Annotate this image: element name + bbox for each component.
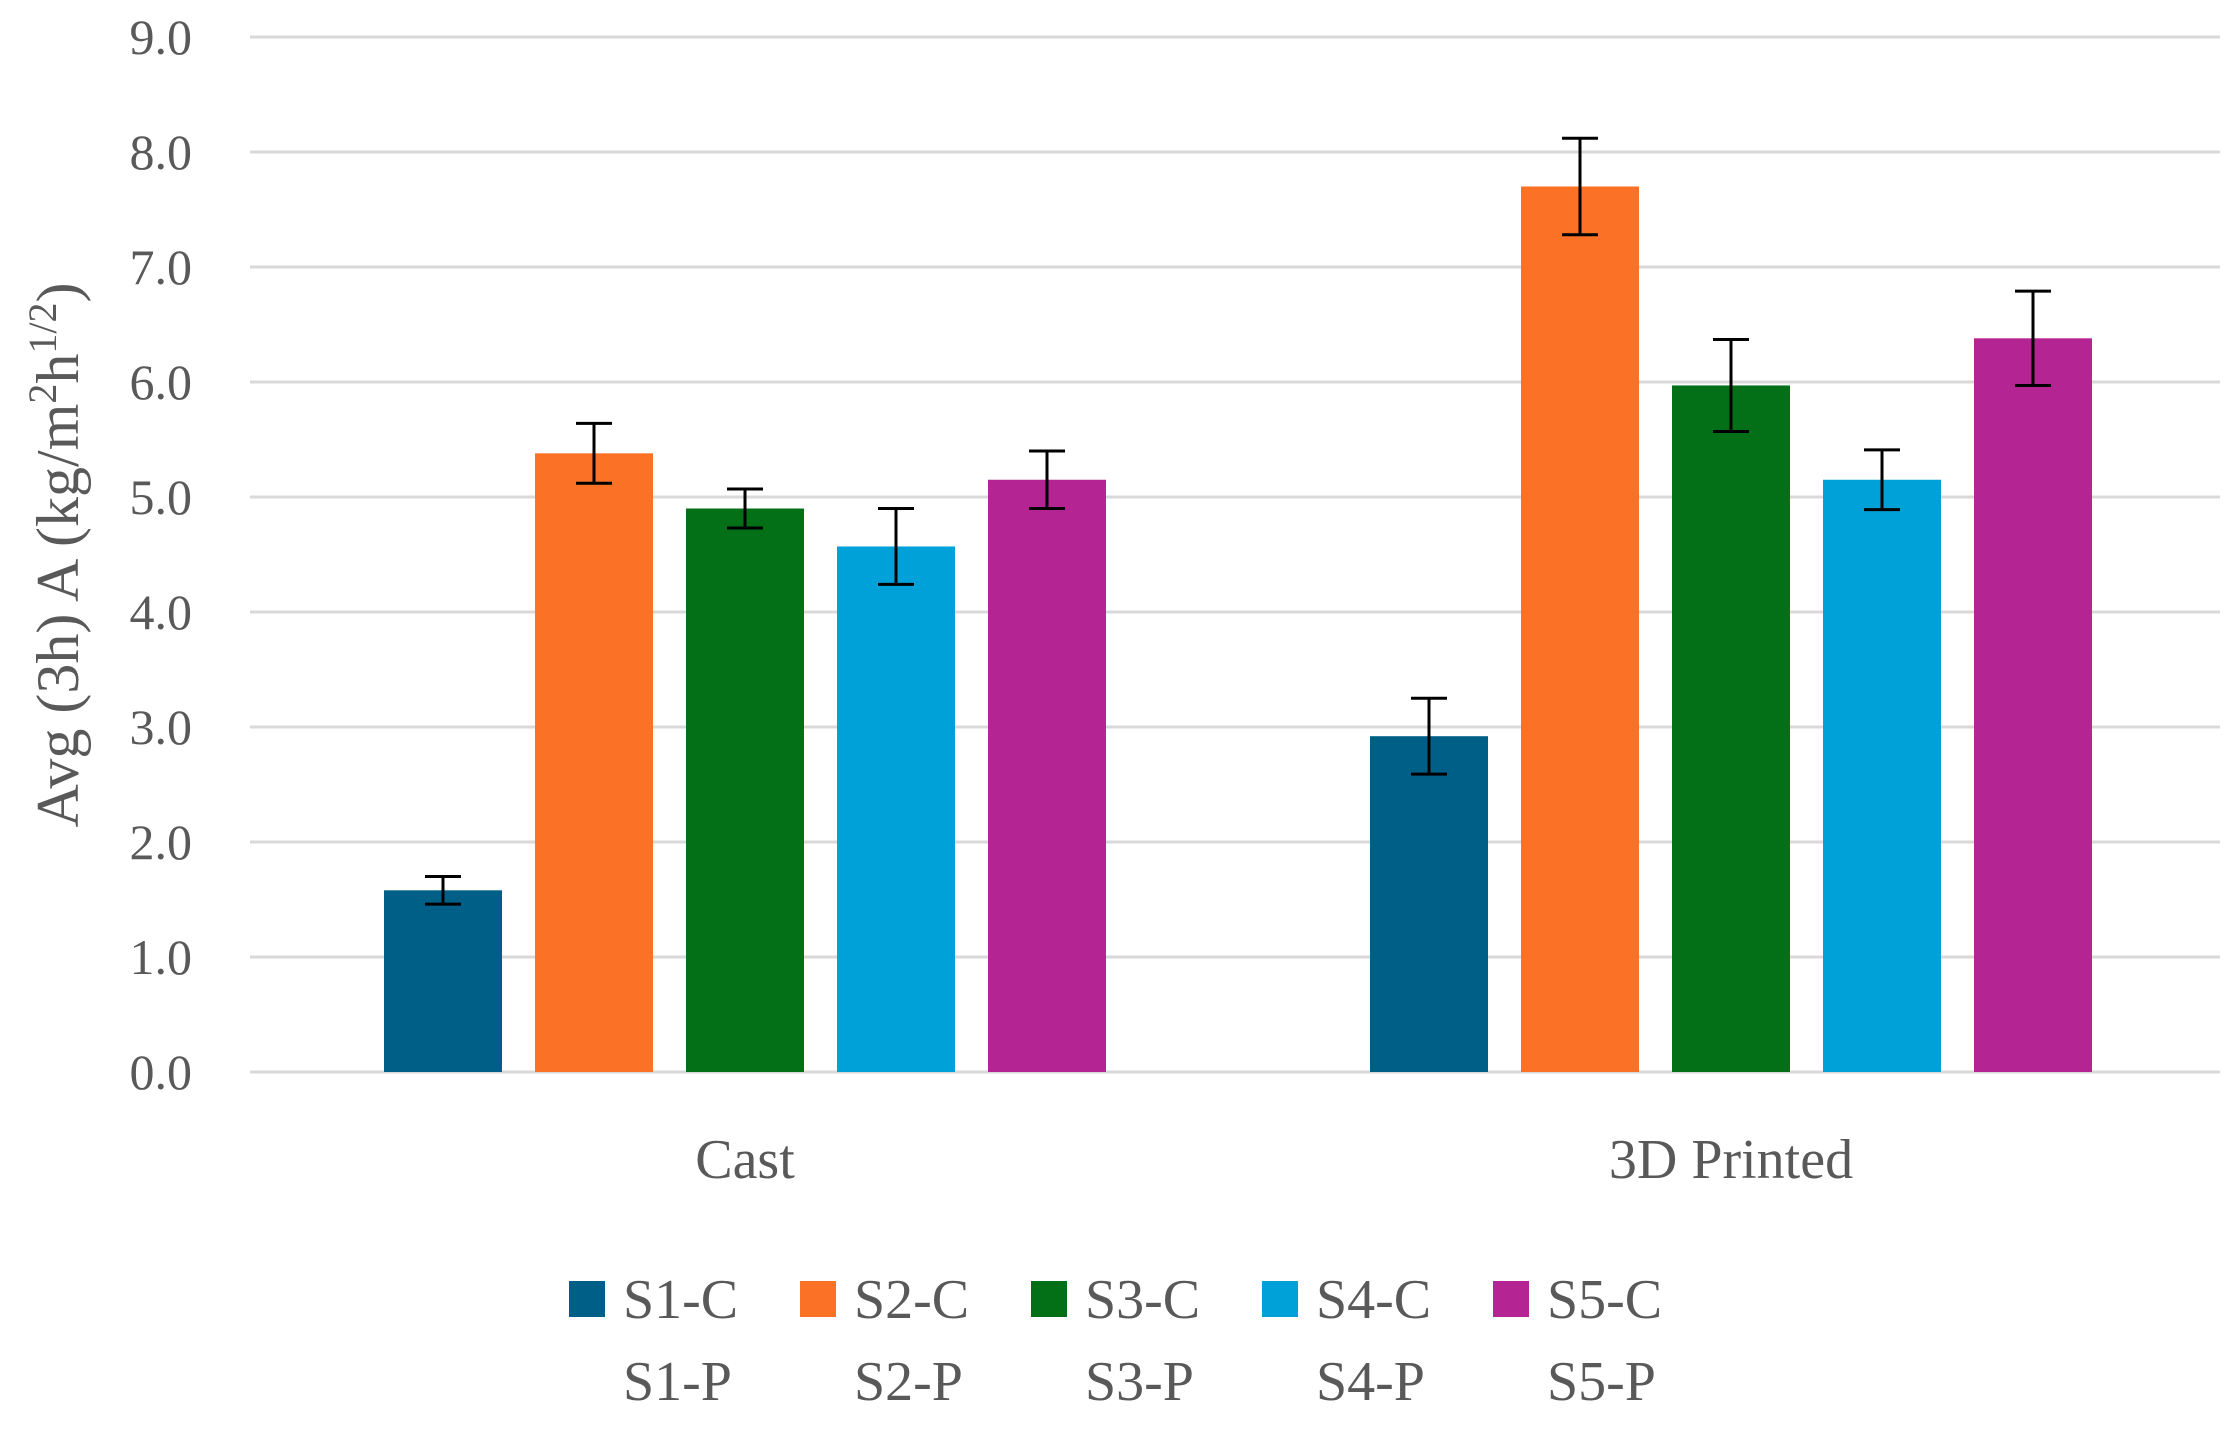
legend-label: S1-C	[623, 1269, 738, 1331]
bar-s4-c-cast	[837, 546, 955, 1072]
legend-item: S3-C S3-P	[1031, 1269, 1200, 1413]
legend-label-secondary: S5-P	[1547, 1351, 1656, 1413]
error-bar	[1029, 449, 1065, 510]
y-axis-title-sup: 2	[20, 384, 65, 404]
legend-swatch	[569, 1281, 605, 1317]
bar-s2-c-printed	[1521, 186, 1639, 1072]
legend-swatch	[1262, 1281, 1298, 1317]
y-axis-title-part: )	[25, 283, 91, 303]
legend-label-secondary: S1-P	[623, 1351, 732, 1413]
bar-s5-c-printed	[1974, 338, 2092, 1072]
x-axis-categories: Cast 3D Printed	[695, 1129, 1853, 1191]
y-tick-label: 9.0	[130, 9, 193, 65]
y-tick-label: 4.0	[130, 584, 193, 640]
legend-label-secondary: S4-P	[1316, 1351, 1425, 1413]
y-axis-title-part: Avg (3h) A (kg/m	[25, 404, 91, 828]
legend-label: S3-C	[1085, 1269, 1200, 1331]
error-bar	[576, 421, 612, 485]
x-category-label: Cast	[695, 1129, 795, 1191]
y-tick-label: 2.0	[130, 814, 193, 870]
error-bar	[1411, 696, 1447, 776]
legend-swatch	[1493, 1281, 1529, 1317]
y-tick-label: 7.0	[130, 239, 193, 295]
y-tick-label: 5.0	[130, 469, 193, 525]
bar-s4-c-printed	[1823, 479, 1941, 1072]
legend-label: S5-C	[1547, 1269, 1662, 1331]
y-axis-ticks: 0.0 1.0 2.0 3.0 4.0 5.0 6.0 7.0 8.0 9.0	[130, 9, 193, 1100]
error-bar	[425, 875, 461, 906]
y-axis-title-sup: 1/2	[20, 302, 65, 353]
legend: S1-C S1-P S2-C S2-P S3-C S3-P S4-C S4-P S5-C S5-P	[569, 1269, 1662, 1413]
legend-item: S5-C S5-P	[1493, 1269, 1662, 1413]
bars	[384, 186, 2092, 1072]
bar-s3-c-cast	[686, 508, 804, 1072]
legend-item: S4-C S4-P	[1262, 1269, 1431, 1413]
y-tick-label: 1.0	[130, 929, 193, 985]
x-category-label: 3D Printed	[1609, 1129, 1853, 1191]
legend-label: S2-C	[854, 1269, 969, 1331]
y-axis-title-part: h	[25, 354, 91, 384]
error-bars	[425, 136, 2051, 906]
error-bar	[1864, 448, 1900, 512]
legend-item: S1-C S1-P	[569, 1269, 738, 1413]
legend-item: S2-C S2-P	[800, 1269, 969, 1413]
y-tick-label: 6.0	[130, 354, 193, 410]
error-bar	[727, 487, 763, 530]
error-bar	[1713, 337, 1749, 433]
bar-s5-c-cast	[988, 479, 1106, 1072]
legend-label: S4-C	[1316, 1269, 1431, 1331]
y-axis-title: Avg (3h) A (kg/m2h1/2)	[20, 283, 91, 828]
legend-swatch	[800, 1281, 836, 1317]
bar-s2-c-cast	[535, 453, 653, 1072]
y-tick-label: 8.0	[130, 124, 193, 180]
y-tick-label: 3.0	[130, 699, 193, 755]
error-bar	[878, 507, 914, 586]
bar-s3-c-printed	[1672, 385, 1790, 1072]
bar-s1-c-printed	[1370, 736, 1488, 1072]
legend-label-secondary: S3-P	[1085, 1351, 1194, 1413]
bar-s1-c-cast	[384, 890, 502, 1072]
error-bar	[2015, 289, 2051, 387]
y-tick-label: 0.0	[130, 1044, 193, 1100]
legend-label-secondary: S2-P	[854, 1351, 963, 1413]
svg-text:Avg (3h) A (kg/m2h1/2): Avg (3h) A (kg/m2h1/2)	[20, 283, 91, 828]
legend-swatch	[1031, 1281, 1067, 1317]
error-bar	[1562, 136, 1598, 237]
